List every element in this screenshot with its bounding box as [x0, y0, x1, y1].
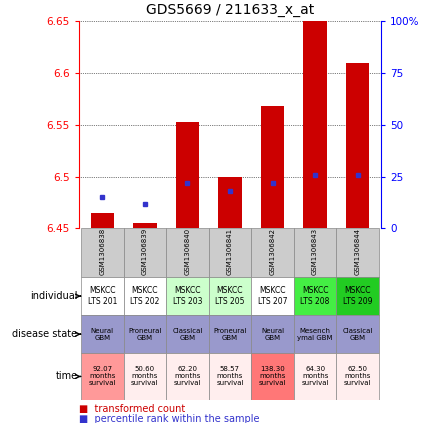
Text: Classical
GBM: Classical GBM	[172, 328, 202, 341]
Text: MSKCC
LTS 201: MSKCC LTS 201	[88, 286, 117, 306]
Bar	[218, 176, 242, 228]
Bar	[336, 228, 379, 277]
Bar	[91, 213, 114, 228]
Text: GSM1306843: GSM1306843	[312, 228, 318, 275]
Text: ■  percentile rank within the sample: ■ percentile rank within the sample	[79, 414, 259, 423]
Text: time: time	[56, 371, 81, 382]
Bar	[294, 315, 336, 353]
Bar	[81, 353, 124, 400]
Text: GSM1306840: GSM1306840	[184, 228, 191, 275]
Bar	[81, 277, 124, 315]
Bar	[166, 277, 208, 315]
Text: Mesench
ymal GBM: Mesench ymal GBM	[297, 328, 333, 341]
Text: Proneural
GBM: Proneural GBM	[213, 328, 247, 341]
Text: Neural
GBM: Neural GBM	[91, 328, 114, 341]
Text: individual: individual	[30, 291, 81, 301]
Text: Proneural
GBM: Proneural GBM	[128, 328, 162, 341]
Text: MSKCC
LTS 208: MSKCC LTS 208	[300, 286, 330, 306]
Bar	[208, 353, 251, 400]
Bar	[166, 315, 208, 353]
Text: GSM1306844: GSM1306844	[355, 228, 360, 275]
Bar	[251, 315, 294, 353]
Bar	[124, 228, 166, 277]
Bar	[208, 228, 251, 277]
Text: MSKCC
LTS 207: MSKCC LTS 207	[258, 286, 287, 306]
Text: MSKCC
LTS 203: MSKCC LTS 203	[173, 286, 202, 306]
Bar	[133, 223, 156, 228]
Text: 138.30
months
survival: 138.30 months survival	[259, 366, 286, 387]
Bar	[251, 228, 294, 277]
Text: GSM1306838: GSM1306838	[99, 228, 105, 275]
Text: 64.30
months
survival: 64.30 months survival	[301, 366, 329, 387]
Bar	[251, 353, 294, 400]
Bar	[336, 277, 379, 315]
Bar	[124, 315, 166, 353]
Bar	[208, 277, 251, 315]
Bar	[336, 315, 379, 353]
Text: GSM1306842: GSM1306842	[269, 228, 276, 275]
Bar	[81, 315, 124, 353]
Bar	[261, 106, 284, 228]
Text: disease state: disease state	[12, 329, 81, 339]
Bar	[166, 228, 208, 277]
Bar	[81, 228, 124, 277]
Bar	[336, 353, 379, 400]
Text: ■  transformed count: ■ transformed count	[79, 404, 185, 415]
Text: 62.20
months
survival: 62.20 months survival	[173, 366, 201, 387]
Text: Neural
GBM: Neural GBM	[261, 328, 284, 341]
Text: 58.57
months
survival: 58.57 months survival	[216, 366, 244, 387]
Text: 62.50
months
survival: 62.50 months survival	[344, 366, 371, 387]
Text: GSM1306839: GSM1306839	[142, 228, 148, 275]
Bar	[294, 277, 336, 315]
Bar	[176, 122, 199, 228]
Bar	[304, 0, 327, 228]
Bar	[124, 353, 166, 400]
Text: MSKCC
LTS 209: MSKCC LTS 209	[343, 286, 372, 306]
Bar	[166, 353, 208, 400]
Text: GSM1306841: GSM1306841	[227, 228, 233, 275]
Text: MSKCC
LTS 205: MSKCC LTS 205	[215, 286, 245, 306]
Title: GDS5669 / 211633_x_at: GDS5669 / 211633_x_at	[146, 3, 314, 17]
Bar	[346, 63, 369, 228]
Text: Classical
GBM: Classical GBM	[343, 328, 373, 341]
Bar	[208, 315, 251, 353]
Text: 50.60
months
survival: 50.60 months survival	[131, 366, 159, 387]
Text: MSKCC
LTS 202: MSKCC LTS 202	[130, 286, 159, 306]
Bar	[124, 277, 166, 315]
Bar	[294, 228, 336, 277]
Bar	[294, 353, 336, 400]
Bar	[251, 277, 294, 315]
Text: 92.07
months
survival: 92.07 months survival	[88, 366, 116, 387]
